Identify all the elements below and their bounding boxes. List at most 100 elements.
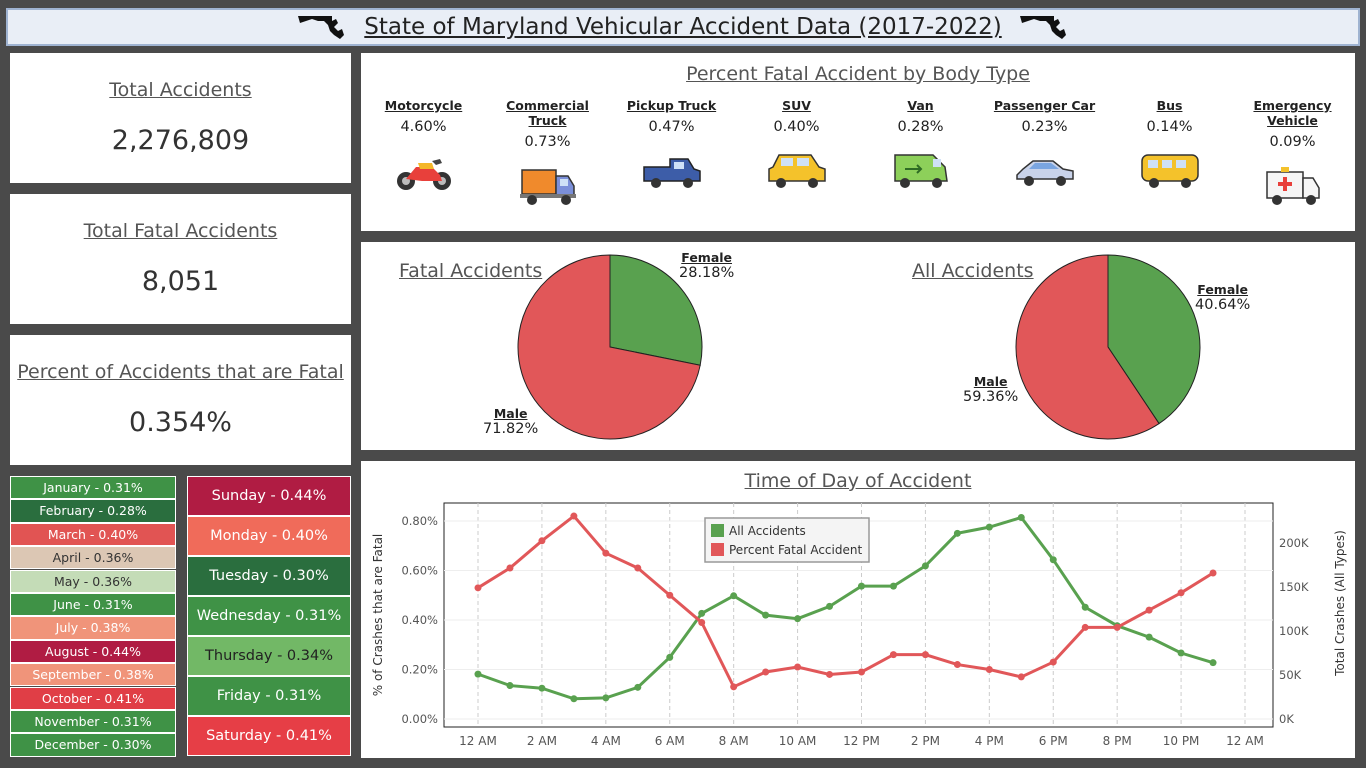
data-point[interactable] — [1049, 658, 1057, 666]
right-tick-label: 100K — [1279, 624, 1309, 638]
day-cell: Thursday - 0.34% — [187, 636, 351, 676]
x-tick-label: 10 AM — [779, 734, 817, 748]
data-point[interactable] — [794, 663, 802, 671]
month-cell: May - 0.36% — [10, 569, 176, 593]
left-tick-label: 0.20% — [401, 663, 438, 677]
data-point[interactable] — [1081, 603, 1089, 611]
all-male-label: Male 59.36% — [963, 374, 1018, 405]
data-point[interactable] — [953, 529, 961, 537]
dashboard-title-bar: State of Maryland Vehicular Accident Dat… — [6, 8, 1360, 46]
x-tick-label: 6 AM — [655, 734, 685, 748]
data-point[interactable] — [858, 668, 865, 676]
series-line-all-accidents[interactable] — [477, 515, 1214, 701]
kpi-value: 8,051 — [141, 266, 220, 297]
data-point[interactable] — [1113, 623, 1121, 631]
x-tick-label: 12 PM — [843, 734, 880, 748]
data-point[interactable] — [1209, 659, 1217, 667]
data-point[interactable] — [794, 615, 802, 623]
data-point[interactable] — [570, 512, 578, 520]
data-point[interactable] — [474, 584, 482, 592]
data-point[interactable] — [474, 670, 482, 678]
month-cell: December - 0.30% — [10, 733, 176, 757]
passenger-car-icon — [1015, 160, 1074, 186]
data-point[interactable] — [1081, 623, 1089, 631]
body-type-passenger-car: Passenger Car 0.23% — [982, 98, 1107, 197]
data-point[interactable] — [889, 582, 897, 590]
data-point[interactable] — [1145, 633, 1153, 641]
day-cell: Sunday - 0.44% — [187, 476, 351, 516]
pie-slice-female[interactable] — [609, 254, 703, 366]
data-point[interactable] — [826, 602, 834, 610]
commercial-truck-icon — [519, 169, 576, 205]
body-type-name: Emergency Vehicle — [1253, 98, 1332, 128]
day-cell: Tuesday - 0.30% — [187, 556, 351, 596]
data-point[interactable] — [1049, 556, 1057, 564]
x-tick-label: 10 PM — [1163, 734, 1200, 748]
pie-slice-male[interactable] — [1015, 254, 1160, 440]
data-point[interactable] — [1017, 513, 1025, 521]
series-line-percent-fatal-accident[interactable] — [477, 513, 1214, 689]
body-type-name: SUV — [782, 98, 811, 113]
total-accidents-card: Total Accidents 2,276,809 — [10, 53, 351, 183]
van-icon — [893, 154, 948, 188]
pickup-truck-icon — [642, 158, 701, 188]
data-point[interactable] — [1177, 589, 1185, 597]
x-tick-label: 12 AM — [1226, 734, 1264, 748]
month-cell: March - 0.40% — [10, 522, 176, 547]
day-cell: Wednesday - 0.31% — [187, 596, 351, 636]
data-point[interactable] — [921, 651, 929, 659]
month-cell: August - 0.44% — [10, 639, 176, 664]
data-point[interactable] — [858, 582, 865, 590]
x-tick-label: 2 AM — [527, 734, 557, 748]
percent-fatal-card: Percent of Accidents that are Fatal 0.35… — [10, 335, 351, 465]
day-cell: Saturday - 0.41% — [187, 716, 351, 756]
data-point[interactable] — [698, 609, 706, 617]
data-point[interactable] — [570, 695, 578, 703]
data-point[interactable] — [1017, 673, 1025, 681]
slice-value: 71.82% — [483, 421, 539, 437]
fatal-female-label: Female 28.18% — [679, 250, 734, 281]
data-point[interactable] — [1145, 606, 1153, 614]
data-point[interactable] — [985, 523, 993, 531]
motorcycle-icon — [396, 159, 451, 190]
body-type-value: 0.47% — [648, 119, 695, 135]
data-point[interactable] — [538, 537, 546, 545]
maryland-map-icon — [1019, 16, 1066, 39]
x-tick-label: 6 PM — [1039, 734, 1068, 748]
pie-slice-male[interactable] — [517, 254, 701, 440]
data-point[interactable] — [634, 683, 642, 691]
data-point[interactable] — [889, 651, 897, 659]
data-point[interactable] — [634, 564, 642, 572]
slice-name: Male — [493, 406, 528, 421]
body-type-title: Percent Fatal Accident by Body Type — [686, 63, 1030, 85]
data-point[interactable] — [762, 668, 770, 676]
data-point[interactable] — [506, 564, 514, 572]
data-point[interactable] — [1209, 569, 1217, 577]
body-type-commercial-truck: Commercial Truck 0.73% — [485, 98, 610, 212]
data-point[interactable] — [953, 661, 961, 669]
total-fatal-accidents-card: Total Fatal Accidents 8,051 — [10, 194, 351, 324]
data-point[interactable] — [602, 549, 610, 557]
month-cell: January - 0.31% — [10, 476, 176, 500]
slice-name: Male — [973, 374, 1008, 389]
data-point[interactable] — [506, 682, 514, 690]
slice-value: 28.18% — [679, 265, 735, 281]
data-point[interactable] — [538, 684, 546, 692]
data-point[interactable] — [762, 611, 770, 619]
month-cell: February - 0.28% — [10, 499, 176, 523]
data-point[interactable] — [666, 653, 674, 661]
data-point[interactable] — [985, 666, 993, 673]
left-tick-label: 0.00% — [401, 712, 438, 726]
data-point[interactable] — [730, 683, 738, 691]
data-point[interactable] — [730, 592, 738, 600]
body-type-name: Bus — [1156, 98, 1183, 113]
data-point[interactable] — [698, 618, 706, 626]
slice-value: 40.64% — [1195, 297, 1251, 313]
data-point[interactable] — [666, 591, 674, 599]
data-point[interactable] — [921, 562, 929, 570]
body-type-name: Van — [907, 98, 934, 113]
data-point[interactable] — [602, 694, 610, 702]
day-cell: Monday - 0.40% — [187, 516, 351, 556]
data-point[interactable] — [1177, 649, 1185, 657]
data-point[interactable] — [826, 670, 834, 678]
